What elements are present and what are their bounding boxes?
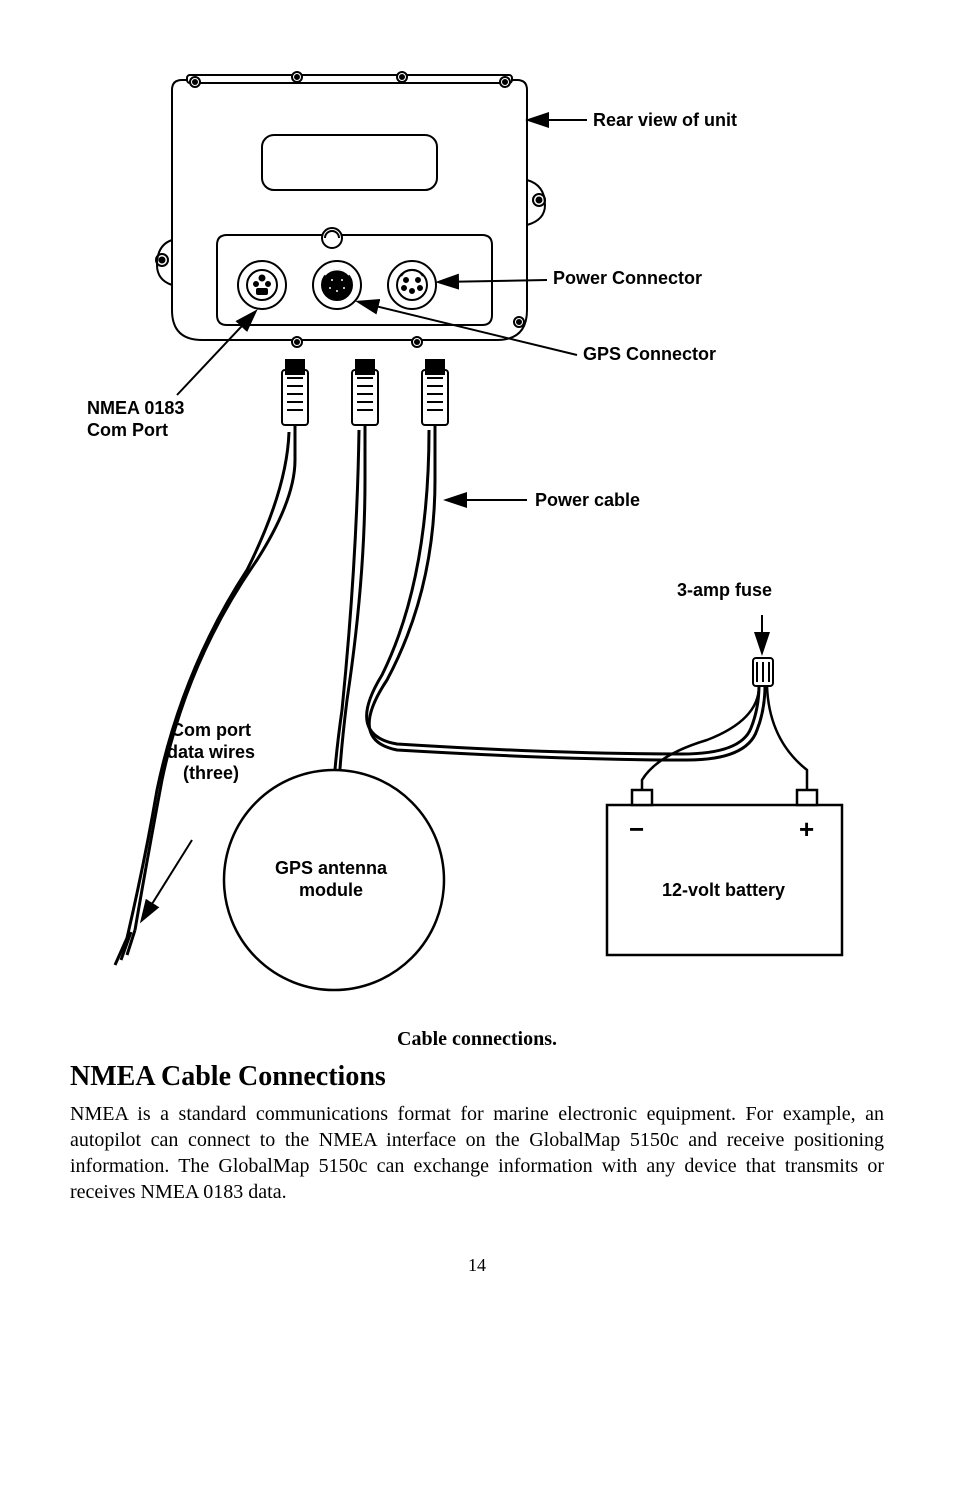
label-battery-neg: − [629,814,644,845]
body-paragraph: NMEA is a standard communications format… [70,1101,884,1205]
label-battery-pos: + [799,814,814,845]
diagram-svg [87,60,867,1010]
label-gps-antenna: GPS antenna module [275,858,387,901]
label-power-cable: Power cable [535,490,640,512]
page-number: 14 [70,1255,884,1276]
cable-diagram: Rear view of unit Power Connector GPS Co… [87,60,867,1010]
label-power-connector: Power Connector [553,268,702,290]
figure-caption: Cable connections. [70,1028,884,1051]
label-battery: 12-volt battery [662,880,785,902]
label-rear-view: Rear view of unit [593,110,737,132]
label-com-wires: Com port data wires (three) [167,720,255,785]
label-gps-connector: GPS Connector [583,344,716,366]
label-nmea-port: NMEA 0183 Com Port [87,398,184,441]
label-fuse: 3-amp fuse [677,580,772,602]
section-heading: NMEA Cable Connections [70,1061,884,1093]
